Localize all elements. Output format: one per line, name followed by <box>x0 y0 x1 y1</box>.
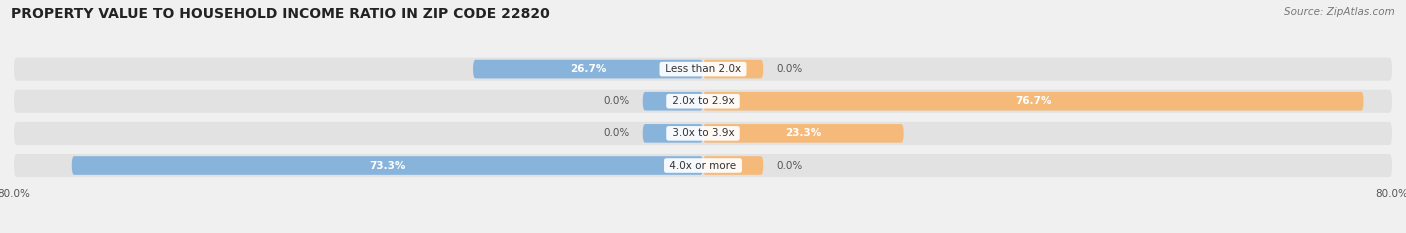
FancyBboxPatch shape <box>14 154 1392 177</box>
FancyBboxPatch shape <box>72 156 703 175</box>
Text: 0.0%: 0.0% <box>603 128 630 138</box>
FancyBboxPatch shape <box>472 60 703 79</box>
Text: 4.0x or more: 4.0x or more <box>666 161 740 171</box>
FancyBboxPatch shape <box>14 58 1392 81</box>
Text: 0.0%: 0.0% <box>776 64 803 74</box>
FancyBboxPatch shape <box>703 60 763 79</box>
Text: 0.0%: 0.0% <box>776 161 803 171</box>
FancyBboxPatch shape <box>14 90 1392 113</box>
Text: 76.7%: 76.7% <box>1015 96 1052 106</box>
Text: 26.7%: 26.7% <box>569 64 606 74</box>
Text: 23.3%: 23.3% <box>785 128 821 138</box>
FancyBboxPatch shape <box>643 92 703 110</box>
FancyBboxPatch shape <box>703 156 763 175</box>
Text: 2.0x to 2.9x: 2.0x to 2.9x <box>669 96 737 106</box>
FancyBboxPatch shape <box>703 124 904 143</box>
Text: 73.3%: 73.3% <box>370 161 405 171</box>
FancyBboxPatch shape <box>703 92 1364 110</box>
FancyBboxPatch shape <box>643 124 703 143</box>
Text: Source: ZipAtlas.com: Source: ZipAtlas.com <box>1284 7 1395 17</box>
Text: PROPERTY VALUE TO HOUSEHOLD INCOME RATIO IN ZIP CODE 22820: PROPERTY VALUE TO HOUSEHOLD INCOME RATIO… <box>11 7 550 21</box>
FancyBboxPatch shape <box>14 122 1392 145</box>
Text: Less than 2.0x: Less than 2.0x <box>662 64 744 74</box>
Text: 3.0x to 3.9x: 3.0x to 3.9x <box>669 128 737 138</box>
Text: 0.0%: 0.0% <box>603 96 630 106</box>
